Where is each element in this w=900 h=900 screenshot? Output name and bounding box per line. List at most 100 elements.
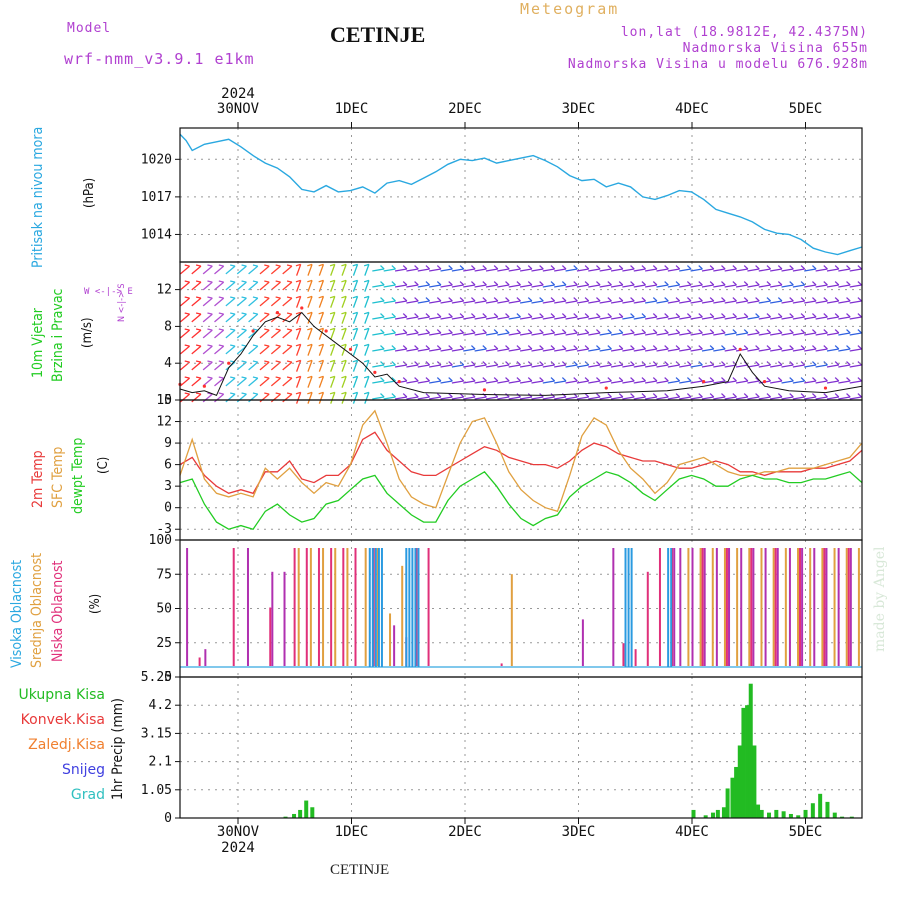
cloud-bar — [376, 548, 379, 667]
precip-bar — [752, 745, 757, 818]
wind-barb — [724, 396, 737, 400]
wind-barb — [622, 300, 635, 304]
wind-barb-tick — [732, 265, 737, 270]
wind-barb — [781, 380, 794, 384]
top-day-label: 1DEC — [335, 101, 369, 117]
wind-barb-tick — [857, 393, 862, 398]
wind-barb — [667, 332, 680, 336]
wind-barb-tick — [777, 281, 783, 286]
wind-barb — [804, 396, 817, 400]
wind-barb — [296, 392, 302, 404]
wind-barb — [508, 396, 521, 400]
wind-barb-tick — [505, 313, 510, 318]
precip-bar — [304, 800, 309, 818]
wind-barb — [735, 396, 748, 400]
wind-barb — [735, 284, 748, 288]
wind-barb-tick — [425, 393, 431, 398]
wind-barb — [394, 348, 407, 352]
wind-barb-tick — [391, 265, 396, 270]
cloud-bar-blue — [368, 548, 371, 667]
wind-tick-label: 12 — [156, 283, 172, 298]
cloud-tick-label: 50 — [156, 602, 172, 617]
wind-barb — [191, 377, 202, 387]
wind-barb-tick — [686, 393, 692, 398]
wind-barb-tick — [264, 344, 270, 347]
cloud-bar — [845, 548, 848, 667]
wind-barb — [588, 268, 601, 272]
wind-barb-tick — [664, 393, 669, 398]
precip-bar — [825, 801, 830, 818]
wind-barb — [341, 328, 347, 340]
wind-barb-tick — [584, 329, 590, 334]
wind-barb — [318, 392, 325, 404]
wind-barb-tick — [811, 345, 817, 350]
wind-barb-tick — [448, 361, 453, 366]
wind-barb — [610, 396, 623, 400]
wind-barb-tick — [573, 345, 578, 350]
wind-barb-tick — [184, 360, 190, 363]
wind-barb — [588, 396, 601, 400]
cloud-bar-blue — [374, 548, 377, 667]
panel-frame — [179, 127, 863, 263]
wind-barb — [849, 348, 862, 352]
cloud-bar-blue — [670, 548, 673, 667]
wind-barb — [236, 377, 247, 387]
cloud-bar — [283, 571, 286, 667]
wind-barb — [236, 265, 247, 275]
wind-barb — [394, 396, 407, 400]
wind-barb — [341, 360, 347, 372]
wind-barb — [352, 344, 359, 356]
wind-barb — [179, 377, 191, 387]
wind-barb — [474, 380, 487, 384]
wind-barb — [713, 268, 726, 272]
wind-barb-tick — [264, 280, 270, 283]
wind-barb-tick — [482, 361, 487, 366]
wind-barb — [451, 396, 464, 400]
wind-barb-tick — [195, 360, 202, 363]
wind-barb-tick — [363, 263, 370, 267]
wind-barb — [531, 364, 544, 368]
wind-barb — [508, 316, 521, 320]
wind-barb-tick — [834, 377, 840, 382]
wind-barb — [645, 396, 658, 400]
wind-barb — [259, 361, 270, 371]
wind-barb — [440, 332, 453, 336]
wind-barb — [352, 264, 359, 276]
wind-barb — [747, 332, 760, 336]
wind-barb — [214, 345, 225, 355]
cloud-bar — [728, 548, 731, 667]
model-altitude-label: Nadmorska Visina u modelu 676.928m — [567, 57, 868, 72]
wind-barb-tick — [425, 345, 431, 350]
cloud-bar — [797, 548, 800, 667]
wind-barb — [406, 364, 419, 368]
wind-barb — [282, 313, 293, 323]
wind-barb-tick — [391, 345, 396, 350]
wind-barb-tick — [275, 376, 281, 379]
wind-barb — [296, 296, 302, 308]
wind-barb-tick — [493, 297, 499, 302]
wind-barb-tick — [652, 345, 658, 350]
wind-barb — [519, 300, 533, 304]
wind-barb — [622, 316, 635, 320]
wind-barb — [463, 268, 476, 272]
wind-barb — [588, 332, 601, 336]
wind-barb-tick — [482, 345, 487, 350]
wind-barb-tick — [857, 313, 862, 318]
wind-barb-tick — [834, 297, 840, 302]
wind-barb-tick — [698, 265, 703, 270]
wind-barb-tick — [505, 281, 510, 286]
cloud-bar — [725, 548, 728, 667]
wind-barb-tick — [789, 361, 794, 366]
wind-barb-tick — [596, 393, 601, 398]
wind-barb-tick — [448, 313, 453, 318]
wind-barb — [474, 284, 487, 288]
wind-barb — [781, 332, 794, 336]
wind-barb-tick — [652, 377, 658, 382]
wind-barb-tick — [721, 281, 726, 286]
wind-barb — [576, 380, 589, 384]
wind-barb — [270, 393, 281, 403]
meteogram-label: Meteogram — [520, 0, 620, 18]
wind-barb — [383, 396, 396, 400]
wind-barb — [451, 364, 464, 368]
wind-barb — [792, 396, 805, 400]
